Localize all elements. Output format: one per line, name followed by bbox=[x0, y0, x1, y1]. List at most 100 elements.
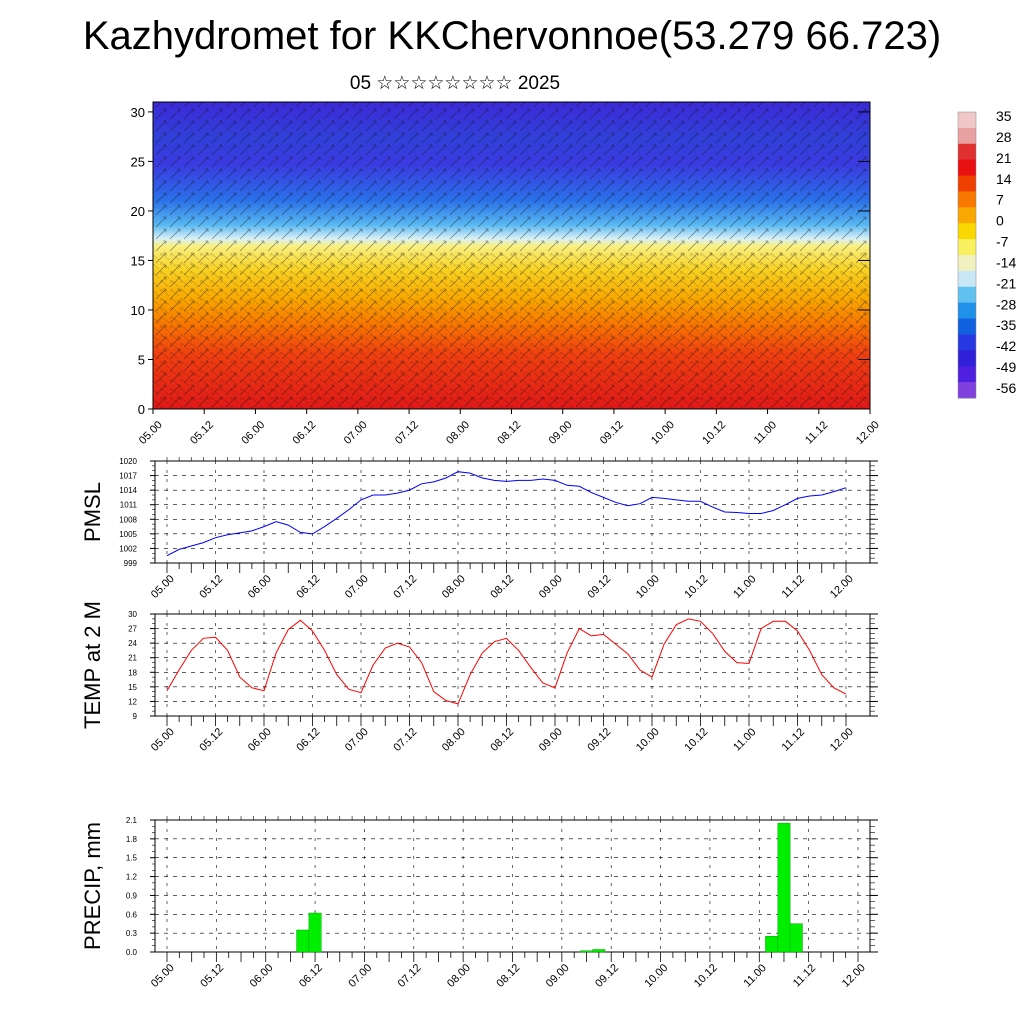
pmsl-x-tick-label: 09.12 bbox=[585, 573, 613, 601]
colorbar-segment bbox=[958, 159, 976, 177]
pmsl-y-tick-label: 999 bbox=[124, 559, 138, 568]
x-tick-label: 08.12 bbox=[495, 419, 523, 447]
temp-y-tick-label: 24 bbox=[128, 639, 137, 648]
pmsl-y-tick-label: 1014 bbox=[119, 486, 137, 495]
temp-x-tick-label: 11.12 bbox=[780, 726, 807, 753]
precip-bar bbox=[592, 949, 606, 953]
y-tick-label: 10 bbox=[131, 303, 145, 318]
wind-barbs-lower bbox=[153, 252, 870, 409]
x-tick-label: 10.12 bbox=[700, 419, 728, 447]
colorbar-label: 7 bbox=[996, 192, 1004, 208]
x-tick-label: 09.12 bbox=[598, 419, 626, 447]
page-title: Kazhydromet for KKChervonnoe(53.279 66.7… bbox=[82, 14, 942, 58]
temp-frame bbox=[154, 613, 871, 717]
precip-bar bbox=[580, 950, 593, 953]
pmsl-x-tick-label: 10.00 bbox=[634, 573, 662, 601]
colorbar-label: -42 bbox=[996, 338, 1016, 354]
pmsl-series-line bbox=[166, 471, 847, 557]
colorbar-segment bbox=[958, 112, 976, 129]
temp-y-tick-label: 21 bbox=[128, 654, 137, 663]
colorbar-label: 0 bbox=[996, 213, 1004, 229]
temp-x-tick-label: 08.00 bbox=[440, 726, 468, 754]
pmsl-x-tick-label: 11.12 bbox=[780, 573, 807, 600]
colorbar-segment bbox=[958, 143, 976, 161]
temp-y-tick-label: 15 bbox=[128, 683, 137, 692]
pmsl-x-tick-label: 05.12 bbox=[197, 573, 225, 601]
pmsl-x-tick-label: 12.00 bbox=[828, 573, 856, 601]
precip-x-tick-label: 10.12 bbox=[692, 962, 720, 990]
x-tick-label: 05.12 bbox=[188, 419, 216, 447]
colorbar-segment bbox=[958, 302, 976, 320]
temp-x-tick-label: 06.12 bbox=[294, 726, 322, 754]
pmsl-x-tick-label: 06.12 bbox=[294, 573, 322, 601]
colorbar-segment bbox=[958, 255, 976, 272]
precip-bar bbox=[765, 936, 779, 953]
precip-y-tick-label: 0.0 bbox=[126, 948, 138, 957]
pmsl-x-tick-label: 06.00 bbox=[246, 573, 274, 601]
pmsl-x-tick-label: 10.12 bbox=[682, 573, 710, 601]
precip-x-tick-label: 05.12 bbox=[198, 962, 226, 990]
colorbar-frame bbox=[957, 111, 977, 399]
temp-y-tick-label: 27 bbox=[128, 625, 137, 634]
page-subtitle: 05 ☆☆☆☆☆☆☆☆ 2025 bbox=[349, 73, 561, 94]
precip-x-tick-label: 09.12 bbox=[593, 962, 621, 990]
precip-x-tick-label: 06.00 bbox=[248, 962, 276, 990]
colorbar-label: 14 bbox=[996, 171, 1012, 187]
pmsl-frame bbox=[154, 460, 871, 564]
colorbar-label: -56 bbox=[996, 380, 1016, 396]
colorbar-segment bbox=[958, 223, 976, 240]
temp-y-tick-label: 9 bbox=[133, 712, 138, 721]
temp-x-tick-label: 09.12 bbox=[585, 726, 613, 754]
colorbar-label: -7 bbox=[996, 234, 1009, 250]
precip-y-axis-label: PRECIP, mm bbox=[80, 822, 105, 950]
pmsl-y-axis-label: PMSL bbox=[80, 482, 105, 542]
pmsl-x-tick-label: 09.00 bbox=[537, 573, 565, 601]
precip-x-tick-label: 11.12 bbox=[791, 962, 818, 989]
colorbar-segment bbox=[958, 286, 976, 304]
temp-x-tick-label: 10.12 bbox=[682, 726, 710, 754]
precip-y-tick-label: 0.6 bbox=[126, 910, 138, 919]
colorbar-segment bbox=[958, 191, 976, 208]
colorbar-label: -21 bbox=[996, 275, 1016, 291]
x-tick-label: 06.00 bbox=[239, 419, 267, 447]
temp-series-line bbox=[166, 618, 847, 705]
precip-x-tick-label: 12.00 bbox=[840, 962, 868, 990]
x-tick-label: 11.00 bbox=[752, 419, 779, 446]
precip-y-tick-label: 0.3 bbox=[126, 929, 138, 938]
y-tick-label: 15 bbox=[131, 253, 145, 268]
pmsl-y-tick-label: 1002 bbox=[119, 544, 137, 553]
precip-y-tick-label: 0.9 bbox=[126, 891, 138, 900]
precip-bar bbox=[296, 929, 310, 953]
temp-x-tick-label: 11.00 bbox=[731, 726, 758, 753]
precip-bar bbox=[777, 822, 791, 953]
colorbar-label: -35 bbox=[996, 317, 1016, 333]
temp-y-tick-label: 18 bbox=[128, 668, 137, 677]
colorbar-segment bbox=[958, 270, 976, 288]
colorbar-segment bbox=[958, 334, 976, 351]
colorbar-segment bbox=[958, 350, 976, 367]
colorbar-label: 28 bbox=[996, 129, 1012, 145]
x-tick-label: 08.00 bbox=[444, 419, 472, 447]
pmsl-x-tick-label: 08.00 bbox=[440, 573, 468, 601]
temp-x-tick-label: 06.00 bbox=[246, 726, 274, 754]
pmsl-x-tick-label: 11.00 bbox=[731, 573, 758, 600]
temp-x-tick-label: 08.12 bbox=[488, 726, 516, 754]
precip-x-tick-label: 11.00 bbox=[741, 962, 768, 989]
colorbar-segment bbox=[958, 366, 976, 383]
temp-x-tick-label: 07.00 bbox=[343, 726, 371, 754]
pmsl-y-tick-label: 1005 bbox=[119, 530, 137, 539]
pmsl-x-tick-label: 05.00 bbox=[149, 573, 177, 601]
precip-bar bbox=[789, 923, 803, 953]
precip-x-tick-label: 07.12 bbox=[396, 962, 424, 990]
temp-x-tick-label: 05.00 bbox=[149, 726, 177, 754]
pmsl-y-tick-label: 1020 bbox=[119, 457, 137, 466]
pmsl-y-tick-label: 1008 bbox=[119, 515, 137, 524]
precip-x-tick-label: 10.00 bbox=[642, 962, 670, 990]
temp-y-tick-label: 30 bbox=[128, 610, 137, 619]
precip-y-tick-label: 1.2 bbox=[126, 873, 138, 882]
pmsl-y-tick-label: 1017 bbox=[119, 472, 137, 481]
colorbar-label: -28 bbox=[996, 296, 1016, 312]
temp-x-tick-label: 09.00 bbox=[537, 726, 565, 754]
